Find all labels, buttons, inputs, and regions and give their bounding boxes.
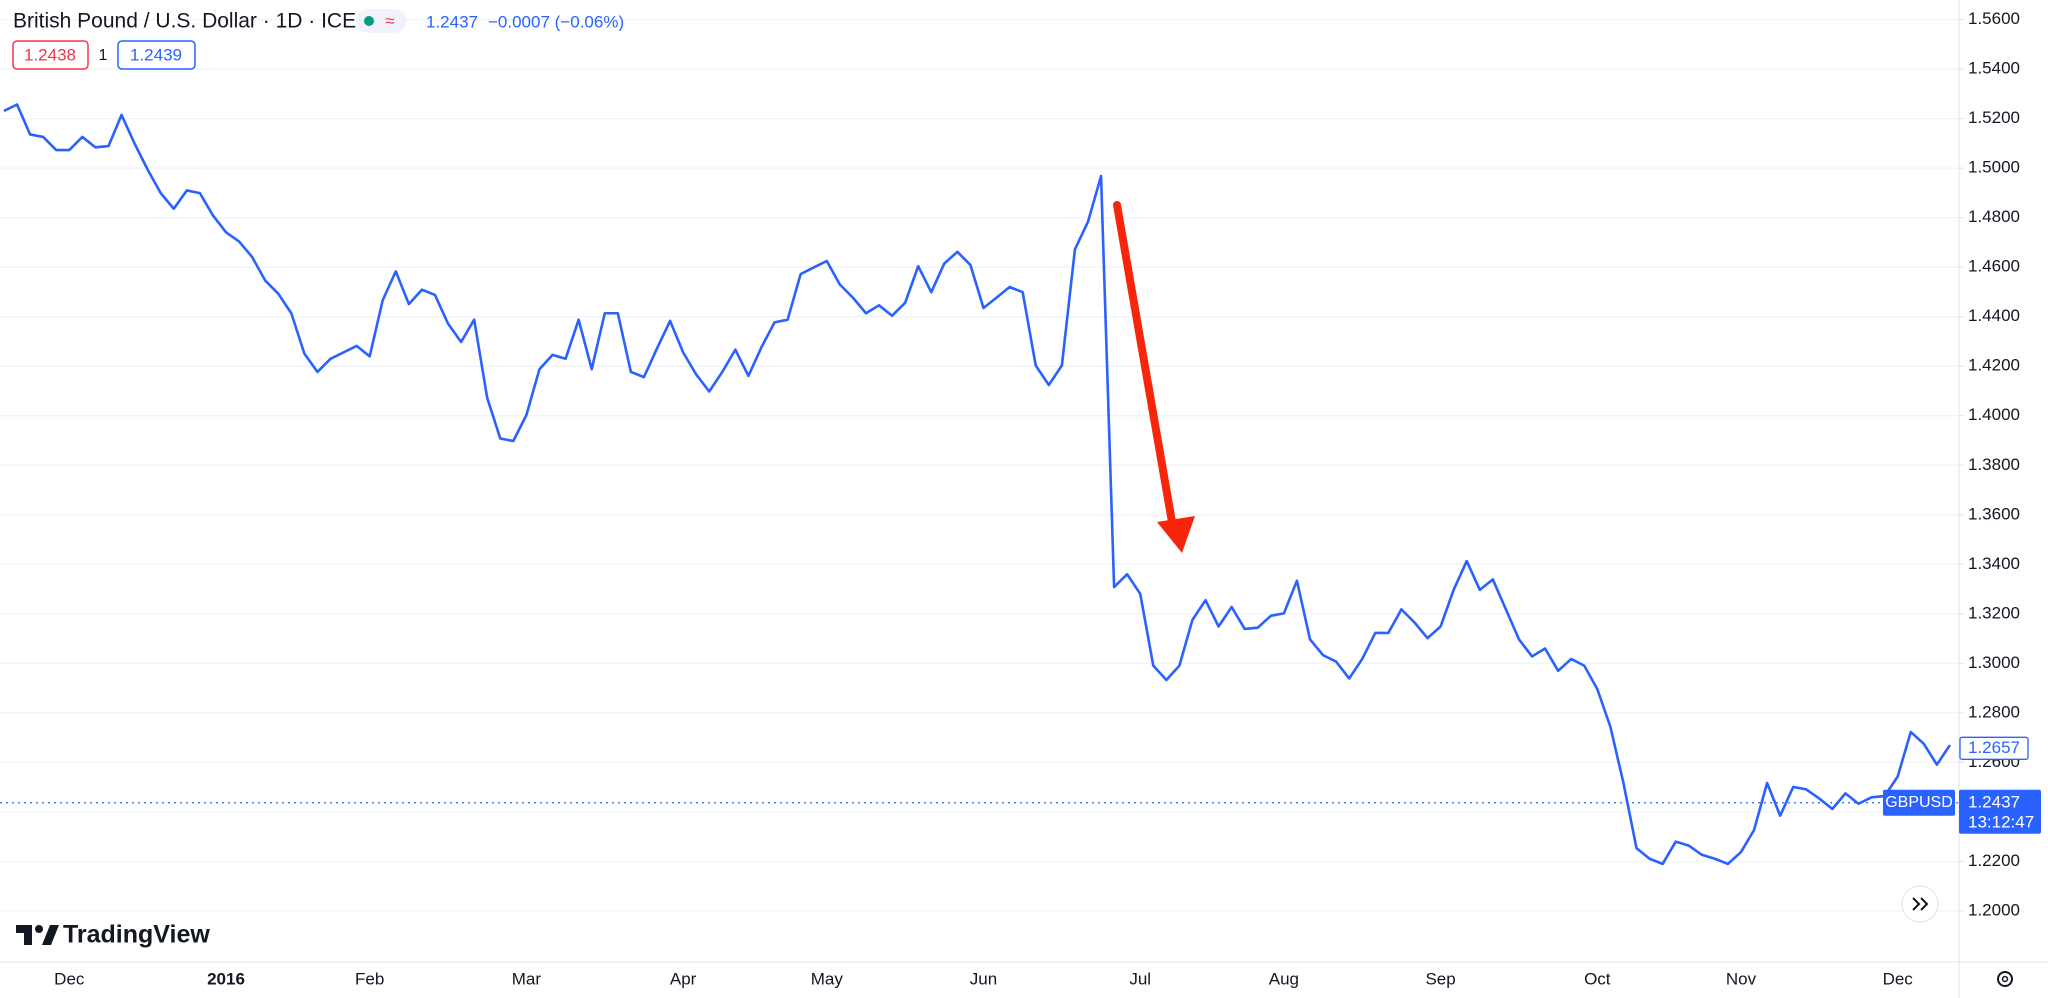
grid: [0, 18, 1959, 912]
marker-price-label: 1.2657: [1968, 738, 2020, 757]
countdown-label: 13:12:47: [1968, 812, 2034, 831]
last-price-label: 1.2437: [1968, 792, 2020, 811]
settings-icon: [2001, 975, 2009, 983]
y-tick-label: 1.2200: [1968, 851, 2020, 870]
y-tick-label: 1.5400: [1968, 59, 2020, 78]
x-tick-label: 2016: [207, 969, 245, 988]
price-line: [3, 103, 1952, 866]
y-tick-label: 1.5200: [1968, 108, 2020, 127]
x-tick-label: Mar: [512, 969, 542, 988]
logo-dot: [35, 925, 43, 933]
ask-box[interactable]: [117, 40, 196, 70]
y-tick-label: 1.3000: [1968, 653, 2020, 672]
brand-name: TradingView: [63, 921, 210, 949]
y-tick-label: 1.5600: [1968, 9, 2020, 28]
x-tick-label: Apr: [670, 969, 697, 988]
y-tick-label: 1.4600: [1968, 257, 2020, 276]
market-dot: [364, 16, 374, 26]
y-tick-label: 1.4000: [1968, 405, 2020, 424]
annotation-arrow: [1113, 201, 1195, 553]
brand-logo: TradingView: [16, 921, 210, 949]
x-tick-label: Oct: [1584, 969, 1611, 988]
bid-box[interactable]: [12, 40, 89, 70]
logo-mark-2: [42, 925, 59, 945]
scroll-icon: [1912, 897, 1929, 911]
lot-size: 1: [99, 47, 108, 64]
y-tick-label: 1.4400: [1968, 306, 2020, 325]
last-price-tag: [1959, 789, 2041, 834]
header-change: −0.0007 (−0.06%): [488, 12, 624, 31]
x-tick-label: May: [811, 969, 844, 988]
arrow-head: [1157, 516, 1195, 553]
y-tick-label: 1.3400: [1968, 554, 2020, 573]
y-tick-label: 1.3200: [1968, 603, 2020, 622]
x-tick-label: Feb: [355, 969, 384, 988]
x-tick-label: Nov: [1726, 969, 1757, 988]
x-tick-label: Dec: [54, 969, 85, 988]
x-tick-label: Jul: [1129, 969, 1151, 988]
symbol-tag: [1883, 789, 1955, 816]
symbol-title: British Pound / U.S. Dollar · 1D · ICE: [13, 10, 356, 33]
bid-price: 1.2438: [24, 45, 76, 64]
marker-price-tag: [1959, 736, 2029, 760]
symbol-tag-label: GBPUSD: [1885, 794, 1953, 811]
settings-button[interactable]: [1997, 971, 2013, 987]
x-tick-label: Sep: [1425, 969, 1455, 988]
x-tick-label: Jun: [970, 969, 997, 988]
y-tick-label: 1.2000: [1968, 900, 2020, 919]
status-pill[interactable]: [356, 9, 406, 33]
plot: [0, 103, 1959, 866]
y-tick-label: 1.4800: [1968, 207, 2020, 226]
y-tick-label: 1.5000: [1968, 158, 2020, 177]
y-tick-label: 1.3800: [1968, 455, 2020, 474]
indicator-icon: ≈: [385, 11, 394, 30]
header-price: 1.2437: [426, 12, 478, 31]
y-tick-label: 1.2800: [1968, 702, 2020, 721]
x-tick-label: Aug: [1269, 969, 1299, 988]
ask-price: 1.2439: [130, 45, 182, 64]
arrow-shaft: [1113, 201, 1176, 526]
y-tick-label: 1.4200: [1968, 356, 2020, 375]
x-tick-label: Dec: [1883, 969, 1914, 988]
logo-mark: [16, 925, 32, 945]
y-tick-label: 1.3600: [1968, 504, 2020, 523]
